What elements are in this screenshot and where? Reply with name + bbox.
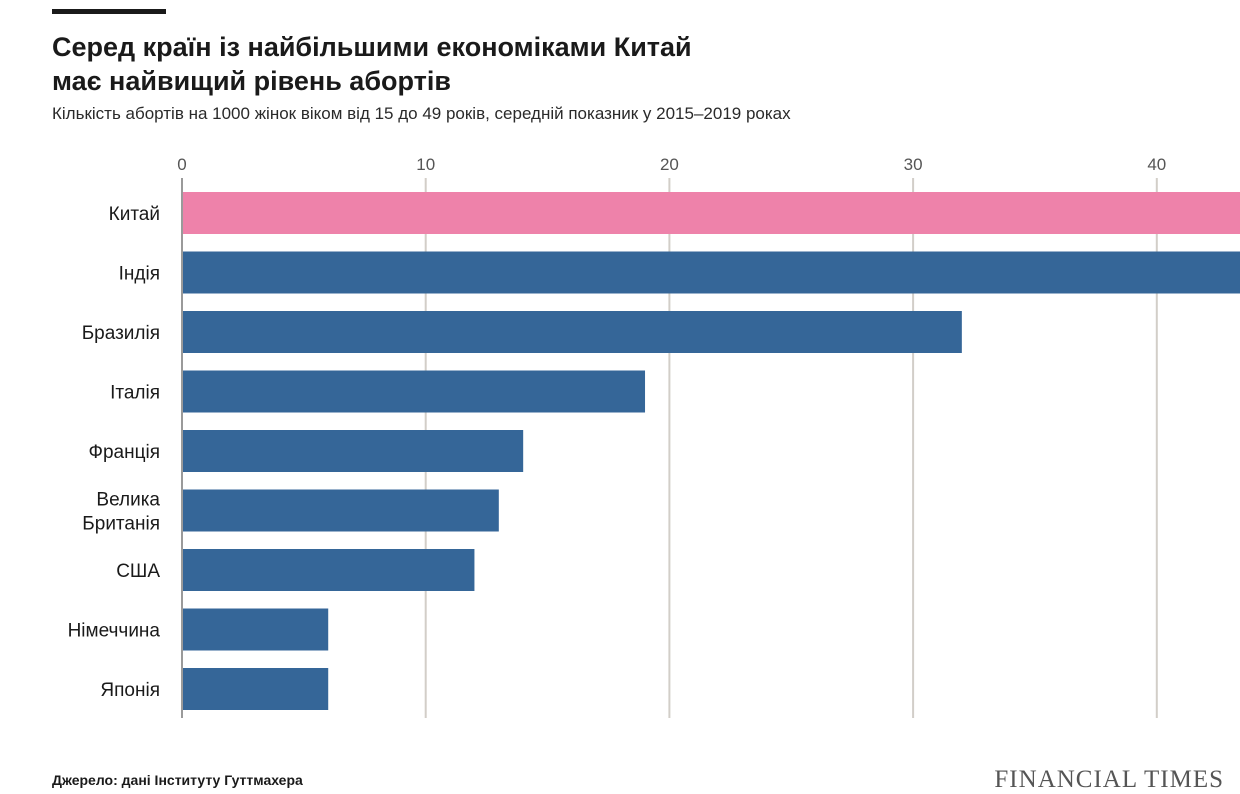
category-label-5: Франція bbox=[89, 442, 160, 463]
publisher-logo: FINANCIAL TIMES bbox=[994, 766, 1224, 793]
x-tick-label-40: 40 bbox=[1147, 155, 1166, 174]
category-label-3: Бразилія bbox=[82, 323, 160, 344]
x-tick-label-10: 10 bbox=[416, 155, 435, 174]
category-label-9: Японія bbox=[100, 680, 160, 701]
chart-subtitle: Кількість абортів на 1000 жінок віком ві… bbox=[52, 104, 791, 123]
category-label-2: Індія bbox=[119, 264, 160, 285]
category-label-7: США bbox=[116, 561, 160, 582]
x-tick-label-20: 20 bbox=[660, 155, 679, 174]
category-label-8: Німеччина bbox=[68, 621, 161, 642]
chart-title-line-2: має найвищий рівень абортів bbox=[52, 66, 451, 96]
bar-4 bbox=[182, 370, 646, 413]
category-label-6-line-1: Велика bbox=[96, 490, 160, 511]
bar-1 bbox=[182, 192, 1240, 234]
bar-9 bbox=[182, 668, 329, 710]
x-tick-label-30: 30 bbox=[904, 155, 923, 174]
bar-2 bbox=[182, 251, 1240, 294]
chart-title: Серед країн із найбільшими економіками К… bbox=[52, 30, 1202, 98]
chart-title-line-1: Серед країн із найбільшими економіками К… bbox=[52, 32, 692, 62]
source-note: Джерело: дані Інституту Гуттмахера bbox=[52, 772, 303, 788]
bar-5 bbox=[182, 430, 524, 472]
bar-7 bbox=[182, 549, 475, 591]
category-label-4: Італія bbox=[110, 383, 160, 404]
x-tick-label-0: 0 bbox=[177, 155, 186, 174]
category-label-6-line-2: Британія bbox=[82, 514, 160, 535]
category-label-1: Китай bbox=[109, 204, 160, 225]
bar-chart: 0 10 20 30 40 Китай Індія Бразилія Італія Франція… bbox=[68, 155, 1240, 718]
bar-3 bbox=[182, 311, 962, 353]
top-rule bbox=[52, 9, 166, 14]
bar-6 bbox=[182, 489, 499, 532]
bar-8 bbox=[182, 608, 329, 651]
